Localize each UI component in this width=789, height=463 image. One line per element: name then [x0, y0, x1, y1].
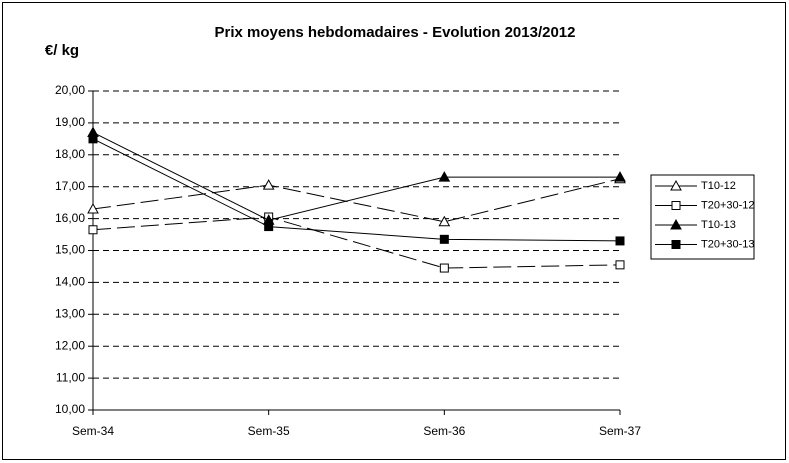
data-point: [87, 203, 99, 214]
x-tick-label: Sem-35: [248, 424, 290, 438]
y-tick-label: 13,00: [55, 306, 85, 320]
y-tick-label: 12,00: [55, 338, 85, 352]
legend-label: T10-13: [701, 219, 736, 231]
legend-marker: [671, 201, 681, 210]
legend-label: T20+30-13: [701, 238, 755, 250]
y-tick-label: 18,00: [55, 147, 85, 161]
data-point: [438, 215, 451, 227]
y-tick-label: 16,00: [55, 211, 85, 225]
y-tick-label: 14,00: [55, 275, 85, 289]
data-point: [88, 225, 98, 235]
data-point: [614, 171, 626, 182]
series-line: [92, 132, 620, 221]
y-tick-label: 20,00: [55, 83, 85, 97]
y-tick-label: 10,00: [55, 402, 85, 416]
data-point: [264, 222, 274, 232]
y-axis-label: €/ kg: [45, 42, 79, 59]
data-point: [438, 171, 451, 182]
data-point: [262, 179, 275, 190]
series-line: [92, 138, 621, 242]
legend-marker: [671, 240, 681, 249]
x-tick-label: Sem-36: [423, 424, 465, 438]
data-point: [439, 263, 449, 273]
legend-label: T20+30-12: [701, 199, 755, 211]
y-tick-label: 19,00: [55, 115, 85, 129]
data-point: [88, 134, 98, 144]
y-tick-label: 11,00: [56, 370, 85, 384]
series-line: [92, 216, 621, 269]
data-point: [615, 260, 625, 270]
x-tick-label: Sem-37: [599, 424, 641, 438]
x-tick-label: Sem-34: [72, 424, 114, 438]
legend-marker: [670, 179, 682, 191]
y-tick-label: 15,00: [55, 243, 85, 257]
legend-label: T10-12: [701, 180, 736, 192]
legend-marker: [670, 218, 682, 230]
chart-title: Prix moyens hebdomadaires - Evolution 20…: [215, 24, 576, 41]
data-point: [439, 234, 449, 244]
series-line: [92, 178, 621, 223]
y-tick-label: 17,00: [55, 179, 85, 193]
data-point: [615, 236, 625, 246]
